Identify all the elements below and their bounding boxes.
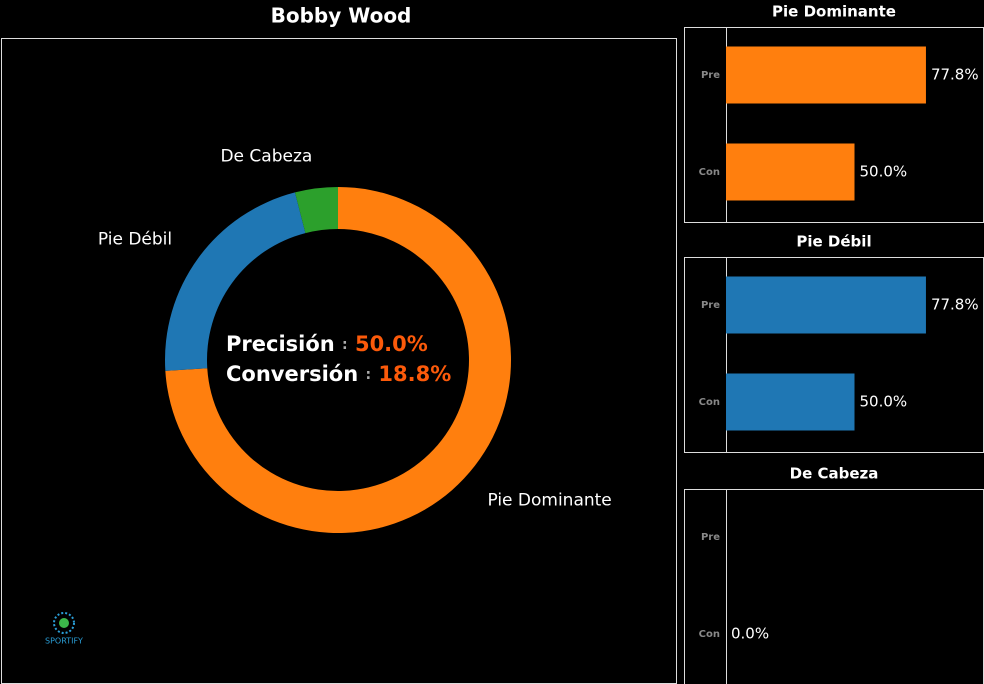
stat-separator: : bbox=[342, 337, 348, 353]
value-label: 50.0% bbox=[860, 163, 908, 181]
slice-label: Pie Débil bbox=[98, 230, 172, 250]
value-label: 77.8% bbox=[931, 296, 979, 314]
stat-value: 50.0% bbox=[355, 332, 428, 356]
stat-label: Conversión bbox=[226, 362, 358, 386]
slice-label: De Cabeza bbox=[220, 147, 312, 167]
y-tick-label: Con bbox=[699, 397, 720, 408]
panel-title: Pie Dominante bbox=[772, 3, 896, 21]
stat-separator: : bbox=[365, 367, 371, 383]
panel-title: De Cabeza bbox=[790, 465, 879, 483]
value-label: 0.0% bbox=[731, 625, 769, 643]
y-tick-label: Pre bbox=[701, 70, 720, 81]
center-stat: Conversión : 18.8% bbox=[226, 362, 451, 386]
bar bbox=[726, 143, 855, 201]
bar bbox=[726, 276, 926, 334]
logo-globe bbox=[53, 612, 75, 634]
donut-slice bbox=[294, 187, 338, 234]
logo-text: SPORTIFY bbox=[45, 637, 83, 646]
stat-value: 18.8% bbox=[378, 362, 451, 386]
panel-title: Pie Débil bbox=[796, 233, 871, 251]
center-stat: Precisión : 50.0% bbox=[226, 332, 428, 356]
stat-label: Precisión bbox=[226, 332, 335, 356]
bar bbox=[726, 373, 855, 431]
y-tick-label: Con bbox=[699, 167, 720, 178]
donut-slice bbox=[164, 192, 306, 371]
bar bbox=[726, 46, 926, 104]
y-tick-label: Pre bbox=[701, 300, 720, 311]
slice-label: Pie Dominante bbox=[487, 490, 611, 510]
value-label: 77.8% bbox=[931, 66, 979, 84]
page-title: Bobby Wood bbox=[271, 4, 412, 28]
value-label: 50.0% bbox=[860, 393, 908, 411]
panel-frame bbox=[684, 489, 984, 684]
y-tick-label: Con bbox=[699, 629, 720, 640]
y-tick-label: Pre bbox=[701, 532, 720, 543]
logo: SPORTIFY bbox=[45, 612, 83, 646]
logo-core bbox=[59, 618, 69, 628]
donut-panel bbox=[1, 38, 677, 684]
